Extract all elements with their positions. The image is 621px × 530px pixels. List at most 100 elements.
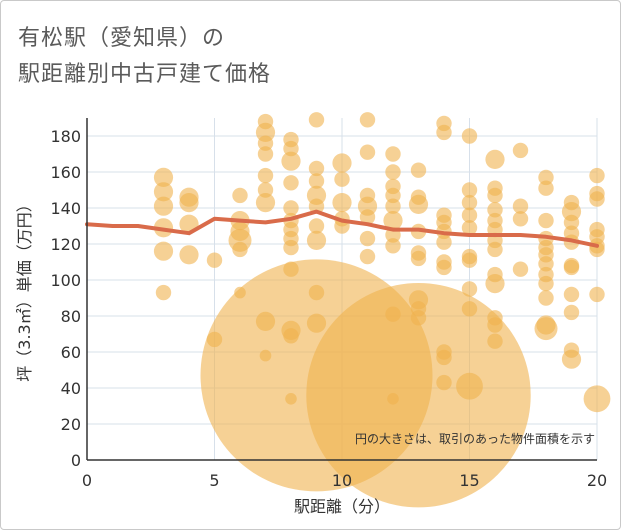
bubble — [485, 149, 505, 169]
bubble — [436, 374, 452, 391]
bubble — [230, 221, 250, 241]
bubble — [436, 234, 452, 250]
bubble — [563, 342, 580, 358]
bubble — [283, 140, 299, 157]
x-tick-label: 20 — [587, 471, 607, 490]
bubble — [359, 248, 376, 265]
bubble — [359, 144, 376, 160]
bubble — [538, 169, 554, 186]
bubble — [383, 211, 403, 231]
bubble — [259, 349, 272, 362]
bubble — [385, 198, 401, 214]
y-tick-label: 20 — [61, 415, 81, 434]
bubble — [308, 284, 325, 301]
bubble — [410, 162, 427, 178]
bubble — [589, 191, 605, 207]
bubble — [410, 250, 427, 267]
bubble — [461, 220, 478, 236]
y-tick-label: 60 — [61, 343, 81, 362]
bubble — [487, 317, 503, 333]
bubble — [512, 142, 529, 159]
bubble — [538, 256, 554, 272]
bubble — [536, 315, 556, 335]
bubble — [257, 113, 274, 130]
bubble — [563, 286, 580, 303]
bubble — [538, 290, 554, 306]
bubble — [308, 218, 325, 234]
bubble — [257, 135, 274, 151]
bubble — [563, 304, 580, 321]
bubble — [487, 202, 503, 218]
bubble — [153, 241, 174, 261]
bubble — [306, 283, 531, 508]
bubble — [283, 328, 299, 344]
bubble — [283, 239, 299, 256]
y-tick-label: 80 — [61, 307, 81, 326]
bubble — [563, 214, 580, 231]
bubble — [283, 200, 299, 216]
chart-title-line2: 駅距離別中古戸建て価格 — [18, 62, 272, 87]
y-tick-label: 0 — [71, 451, 81, 470]
bubble — [436, 349, 452, 366]
bubble — [563, 194, 580, 211]
bubble — [255, 311, 276, 331]
chart-title-line1: 有松駅（愛知県）の — [18, 26, 226, 51]
bubble — [385, 164, 401, 180]
bubble — [436, 124, 452, 141]
bubble — [179, 193, 199, 213]
y-tick-label: 140 — [50, 199, 81, 218]
bubble — [538, 212, 554, 229]
bubble — [461, 207, 478, 223]
bubble — [456, 372, 483, 400]
bubble — [153, 167, 174, 187]
bubble — [589, 286, 605, 303]
bubble — [232, 241, 248, 258]
bubble — [179, 245, 199, 265]
bubble — [436, 259, 452, 276]
bubble — [385, 146, 401, 162]
y-tick-label: 160 — [50, 163, 81, 182]
axes: 0 20 40 60 80 100 120 140 160 180 0 5 10 15 20 — [50, 118, 607, 490]
bubble — [563, 259, 580, 276]
bubble — [155, 284, 172, 301]
bubble — [285, 393, 297, 405]
x-tick-label: 0 — [82, 471, 92, 490]
bubble — [153, 182, 174, 202]
bubble — [538, 275, 554, 292]
trend-line-group — [85, 209, 599, 248]
bubble — [232, 187, 248, 204]
bubble — [461, 281, 478, 297]
bubble — [153, 196, 174, 216]
bubble — [206, 252, 223, 268]
bubble — [461, 194, 478, 211]
bubble — [359, 209, 376, 225]
bubble — [385, 306, 401, 322]
bubble — [512, 211, 529, 227]
bubble — [410, 189, 427, 205]
x-tick-label: 15 — [459, 471, 479, 490]
bubble — [538, 180, 554, 196]
y-tick-label: 180 — [50, 127, 81, 146]
bubble — [487, 187, 503, 204]
bubble — [410, 310, 427, 326]
bubble — [461, 252, 478, 268]
bubble — [359, 230, 376, 247]
trend-line — [85, 209, 599, 248]
bubble — [487, 266, 503, 283]
bubble — [308, 173, 325, 189]
bubble — [306, 313, 327, 333]
x-tick-label: 10 — [332, 471, 352, 490]
bubble — [512, 261, 529, 277]
bubble — [385, 187, 401, 204]
bubble — [461, 301, 478, 317]
x-tick-label: 5 — [209, 471, 219, 490]
bubbles — [153, 112, 611, 508]
bubble — [257, 182, 274, 198]
bubble — [589, 167, 605, 184]
bubble — [283, 261, 299, 277]
y-axis-label: 坪（3.3㎡）単価（万円） — [15, 196, 34, 381]
bubble — [257, 167, 274, 184]
y-tick-label: 120 — [50, 235, 81, 254]
bubble — [487, 241, 503, 258]
